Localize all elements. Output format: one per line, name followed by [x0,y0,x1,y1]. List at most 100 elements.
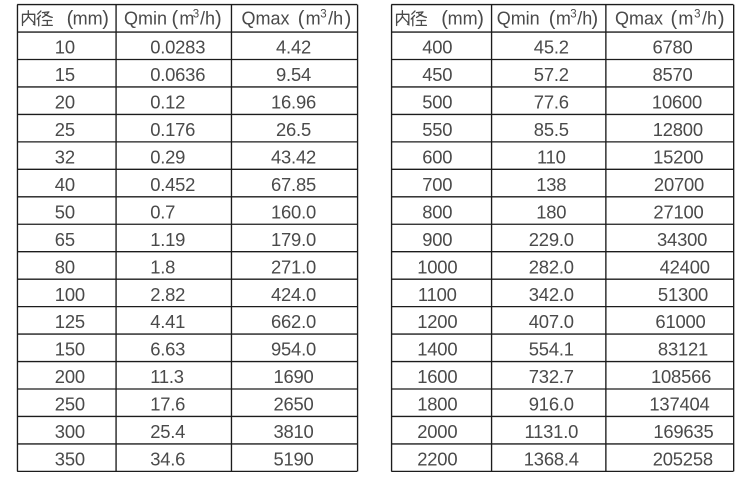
svg-text:Qmax: Qmax [242,9,290,29]
svg-text:77.6: 77.6 [534,92,569,113]
svg-text:85.5: 85.5 [534,119,569,140]
svg-text:(: ( [549,8,556,30]
svg-text:Qmin: Qmin [124,9,167,29]
svg-text:Qmax: Qmax [615,9,663,29]
svg-text:1368.4: 1368.4 [524,449,579,470]
svg-text:250: 250 [55,394,85,415]
svg-text:179.0: 179.0 [271,229,316,250]
svg-text:15200: 15200 [653,146,703,167]
svg-text:/h: /h [200,9,215,29]
svg-text:500: 500 [422,92,452,113]
svg-text:554.1: 554.1 [529,339,574,360]
svg-text:15: 15 [55,64,75,85]
svg-text:954.0: 954.0 [271,339,316,360]
svg-text:26.5: 26.5 [276,119,311,140]
svg-text:(: ( [172,8,179,30]
svg-text:42400: 42400 [660,256,710,277]
svg-text:200: 200 [55,366,85,387]
svg-text:662.0: 662.0 [271,311,316,332]
svg-text:m: m [306,9,321,29]
svg-text:32: 32 [55,146,75,167]
svg-text:11.3: 11.3 [150,366,184,387]
svg-text:0.7: 0.7 [150,201,175,222]
svg-text:350: 350 [55,449,85,470]
svg-text:Qmin: Qmin [497,9,540,29]
svg-text:732.7: 732.7 [529,366,574,387]
svg-text:137404: 137404 [649,394,709,415]
svg-text:300: 300 [55,421,85,442]
svg-text:45.2: 45.2 [534,37,569,58]
svg-text:): ) [477,8,484,30]
svg-text:(: ( [441,8,448,30]
svg-text:1600: 1600 [417,366,457,387]
svg-text:(: ( [671,8,678,30]
svg-text:mm: mm [448,9,478,29]
svg-text:20700: 20700 [654,174,704,195]
svg-text:20: 20 [55,92,75,113]
svg-text:51300: 51300 [658,284,708,305]
svg-text:900: 900 [422,229,452,250]
svg-text:mm: mm [73,9,103,29]
svg-text:1400: 1400 [417,339,457,360]
svg-text:1100: 1100 [418,284,457,305]
svg-text:): ) [215,8,222,30]
svg-text:180: 180 [536,201,566,222]
svg-text:1800: 1800 [417,394,457,415]
svg-text:700: 700 [422,174,452,195]
svg-text:25.4: 25.4 [150,421,185,442]
svg-text:34.6: 34.6 [150,449,185,470]
svg-text:400: 400 [422,37,452,58]
svg-text:0.452: 0.452 [150,174,195,195]
svg-text:34300: 34300 [657,229,707,250]
svg-text:9.54: 9.54 [276,64,311,85]
svg-text:150: 150 [55,339,85,360]
svg-text:800: 800 [422,201,452,222]
svg-text:1.19: 1.19 [150,229,185,250]
svg-text:43.42: 43.42 [271,146,316,167]
svg-text:): ) [345,8,352,30]
svg-text:25: 25 [55,119,75,140]
svg-text:282.0: 282.0 [529,256,574,277]
svg-text:67.85: 67.85 [271,174,316,195]
svg-text:40: 40 [55,174,75,195]
svg-text:0.0283: 0.0283 [150,37,205,58]
svg-text:27100: 27100 [653,201,703,222]
svg-text:16.96: 16.96 [271,92,316,113]
svg-text:3: 3 [193,9,199,21]
svg-text:83121: 83121 [658,339,708,360]
svg-text:0.29: 0.29 [150,146,185,167]
svg-text:2650: 2650 [273,394,313,415]
svg-text:5190: 5190 [273,449,313,470]
svg-text:271.0: 271.0 [271,256,316,277]
svg-text:424.0: 424.0 [271,284,316,305]
svg-text:50: 50 [55,201,75,222]
svg-text:2.82: 2.82 [150,284,185,305]
svg-text:m: m [678,9,693,29]
svg-text:6.63: 6.63 [150,339,185,360]
svg-text:125: 125 [55,311,85,332]
svg-text:): ) [102,8,109,30]
svg-text:80: 80 [55,256,75,277]
svg-text:17.6: 17.6 [150,394,185,415]
svg-text:10: 10 [55,37,75,58]
svg-text:600: 600 [422,146,452,167]
svg-text:0.176: 0.176 [150,119,195,140]
svg-text:342.0: 342.0 [529,284,574,305]
svg-text:550: 550 [422,119,452,140]
svg-text:138: 138 [536,174,566,195]
svg-text:12800: 12800 [653,119,703,140]
svg-text:1.8: 1.8 [150,256,175,277]
svg-text:6780: 6780 [652,37,692,58]
svg-text:1131.0: 1131.0 [524,421,578,442]
svg-text:2000: 2000 [417,421,457,442]
svg-text:229.0: 229.0 [529,229,574,250]
svg-text:169635: 169635 [653,421,713,442]
svg-text:3: 3 [320,9,326,21]
svg-text:/h: /h [702,9,717,29]
svg-text:/h: /h [328,9,343,29]
svg-text:m: m [556,9,571,29]
svg-text:0.0636: 0.0636 [150,64,205,85]
svg-text:4.42: 4.42 [276,37,311,58]
svg-text:205258: 205258 [653,449,713,470]
svg-text:65: 65 [55,229,75,250]
